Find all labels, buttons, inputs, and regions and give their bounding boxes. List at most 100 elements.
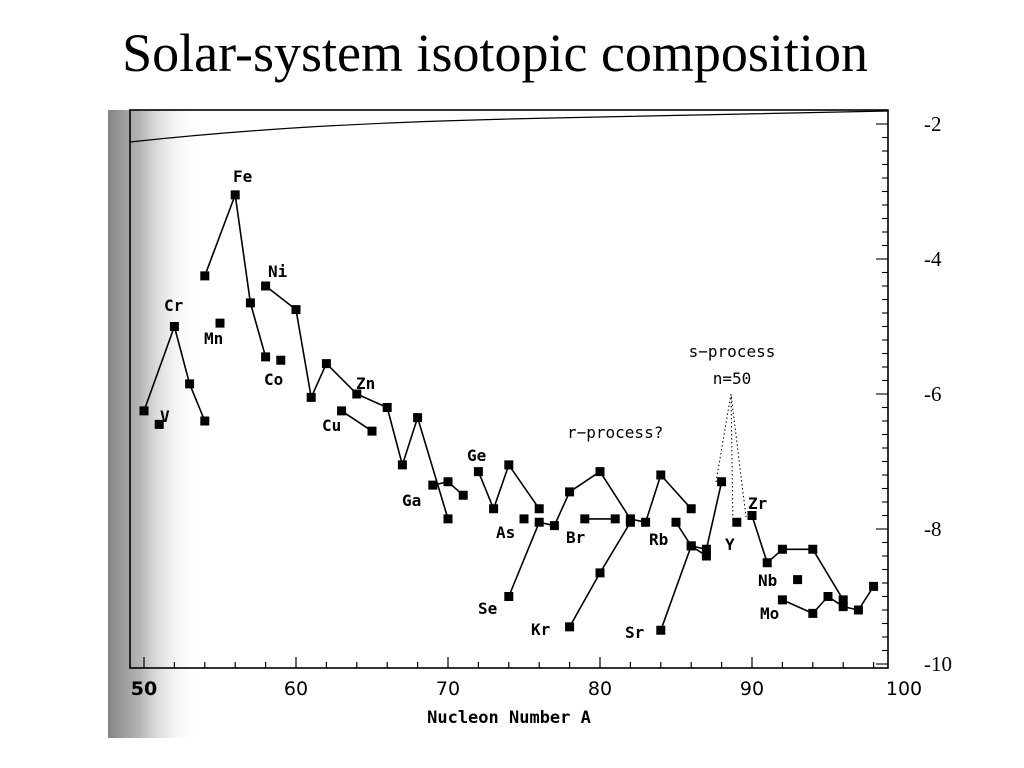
- scan-smear: [108, 110, 198, 738]
- data-point: [200, 271, 210, 281]
- data-point: [777, 595, 787, 605]
- page-title: Solar-system isotopic composition: [122, 23, 868, 83]
- data-point: [200, 416, 210, 426]
- data-point: [838, 602, 848, 612]
- data-point: [793, 575, 803, 585]
- x-tick-label: 70: [436, 678, 460, 700]
- data-point: [261, 281, 271, 291]
- s-process-pointer: [715, 393, 747, 525]
- label-rb: Rb: [649, 530, 668, 549]
- data-point: [276, 355, 286, 365]
- data-point: [443, 514, 453, 524]
- annotation-n50: n=50: [713, 369, 752, 388]
- label-cu: Cu: [322, 416, 341, 435]
- data-point: [838, 595, 848, 605]
- y-tick-label: -8: [924, 517, 942, 541]
- data-point: [367, 426, 377, 436]
- data-point: [139, 406, 149, 416]
- data-point: [625, 517, 635, 527]
- data-point: [261, 352, 271, 362]
- data-point: [701, 551, 711, 561]
- label-mn: Mn: [204, 329, 223, 348]
- data-point: [808, 608, 818, 618]
- label-v: V: [160, 407, 170, 426]
- series-line: [341, 410, 373, 432]
- series-line: [675, 521, 707, 557]
- data-point: [321, 359, 331, 369]
- data-point: [686, 541, 696, 551]
- label-mo: Mo: [760, 604, 779, 623]
- series-line: [660, 481, 723, 631]
- label-cr: Cr: [164, 296, 183, 315]
- data-point: [656, 470, 666, 480]
- label-ga: Ga: [402, 491, 421, 510]
- data-point: [747, 511, 757, 520]
- label-sr: Sr: [625, 623, 644, 642]
- data-point: [701, 544, 711, 554]
- label-nb: Nb: [758, 571, 777, 590]
- data-point: [489, 504, 499, 514]
- x-axis-title: Nucleon Number A: [427, 708, 591, 728]
- data-point: [869, 581, 879, 591]
- label-co: Co: [264, 370, 283, 389]
- data-point: [580, 514, 590, 524]
- data-point: [686, 504, 696, 514]
- data-point: [230, 190, 240, 200]
- data-point: [504, 460, 514, 470]
- data-point: [565, 487, 575, 497]
- label-fe: Fe: [233, 167, 252, 186]
- y-tick-label: -10: [924, 652, 952, 676]
- data-point: [534, 517, 544, 527]
- data-point: [610, 514, 620, 524]
- series-line: [204, 194, 267, 358]
- x-tick-label: 90: [740, 678, 764, 700]
- data-point: [853, 605, 863, 615]
- data-point: [504, 592, 514, 601]
- y-tick-label: -2: [924, 112, 942, 136]
- data-point: [595, 568, 605, 578]
- x-tick-label: 60: [284, 678, 308, 700]
- series-line: [477, 464, 540, 510]
- data-point: [473, 467, 483, 477]
- data-point: [595, 467, 605, 477]
- label-ge: Ge: [467, 446, 486, 465]
- data-point: [458, 490, 468, 500]
- data-point: [823, 592, 833, 601]
- data-point: [306, 392, 316, 402]
- data-point: [565, 622, 575, 632]
- label-ni: Ni: [268, 262, 288, 281]
- data-point: [732, 517, 742, 527]
- upper-curve: [129, 110, 889, 143]
- data-point: [717, 477, 727, 487]
- annotation-s-process: s−process: [689, 342, 776, 361]
- data-point: [413, 413, 423, 423]
- series-line: [265, 285, 449, 520]
- data-point: [534, 504, 544, 514]
- data-point: [656, 625, 666, 635]
- label-br: Br: [566, 528, 585, 547]
- data-point: [169, 322, 179, 331]
- label-y: Y: [725, 535, 735, 554]
- data-point: [291, 305, 301, 315]
- data-point: [154, 419, 164, 429]
- label-as: As: [496, 523, 515, 542]
- y-tick-label: -6: [924, 382, 942, 406]
- data-point: [382, 403, 392, 412]
- label-kr: Kr: [531, 620, 550, 639]
- data-point: [762, 558, 772, 568]
- data-point: [337, 406, 347, 416]
- series-line: [143, 325, 206, 422]
- data-point: [185, 379, 195, 389]
- data-point: [671, 517, 681, 527]
- data-point: [549, 521, 559, 531]
- data-point: [245, 298, 255, 308]
- data-point: [428, 480, 438, 490]
- data-point: [397, 460, 407, 470]
- x-tick-label: 80: [588, 678, 612, 700]
- data-point: [352, 389, 362, 399]
- data-point: [808, 544, 818, 554]
- label-zr: Zr: [748, 494, 767, 513]
- y-tick-label: -4: [924, 247, 942, 271]
- data-point: [443, 477, 453, 487]
